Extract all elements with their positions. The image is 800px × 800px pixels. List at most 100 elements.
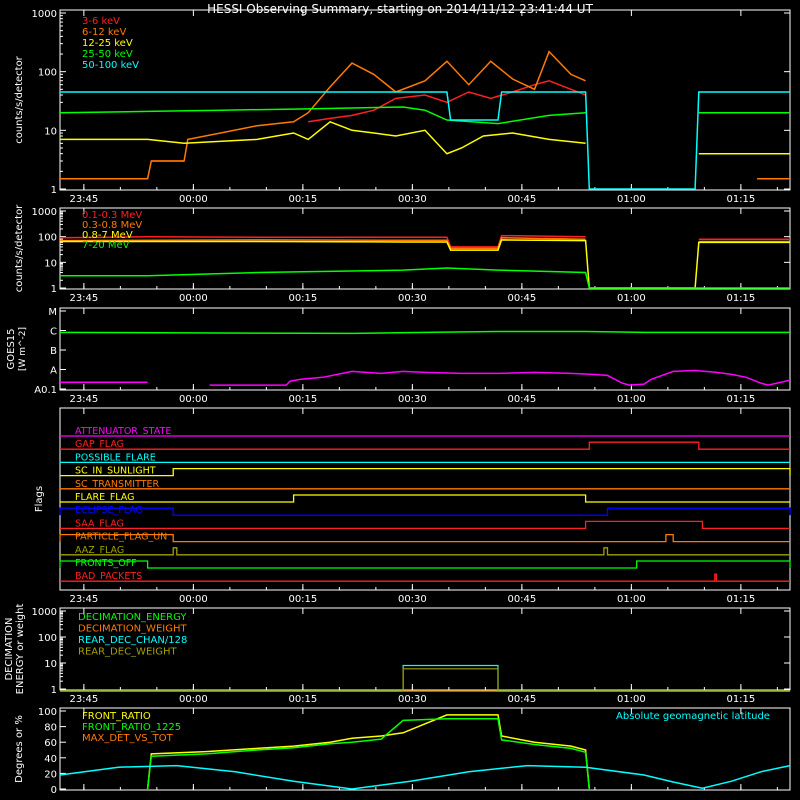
panel-2-series-7-20-mev bbox=[60, 267, 790, 289]
panel-3-frame bbox=[59, 307, 791, 391]
y-tick-label: 1000 bbox=[32, 207, 57, 218]
panel-1-legend-entry: 50-100 keV bbox=[82, 60, 139, 71]
x-tick-label: 01:15 bbox=[726, 194, 755, 205]
x-tick-label: 00:00 bbox=[179, 194, 208, 205]
x-tick-label: 00:30 bbox=[398, 293, 427, 304]
flag-label: PARTICLE_FLAG_UN bbox=[75, 532, 167, 543]
x-tick-label: 00:45 bbox=[507, 394, 536, 405]
flag-line-eclipse-flag bbox=[59, 507, 791, 516]
panel-1-legend-entry: 3-6 keV bbox=[82, 16, 120, 27]
panel-1-y-axis-label: counts/s/detector bbox=[14, 55, 25, 143]
panel-6-series-front-ratio bbox=[146, 714, 591, 790]
panel-5-frame bbox=[59, 607, 791, 691]
x-tick-label: 01:00 bbox=[617, 394, 646, 405]
panel-2-series-0-3-0-8-mev bbox=[59, 237, 790, 250]
y-tick-label: A bbox=[50, 366, 57, 377]
x-tick-label: 23:45 bbox=[69, 293, 98, 304]
panel-5-y-axis-label-line2: ENERGY or weight bbox=[15, 604, 26, 695]
panel-2-frame bbox=[59, 207, 791, 290]
x-tick-label: 00:15 bbox=[288, 394, 317, 405]
panel-1-legend-entry: 12-25 keV bbox=[82, 38, 133, 49]
panel-2-y-axis-label: counts/s/detector bbox=[14, 204, 25, 292]
y-tick-label: 60 bbox=[44, 738, 57, 749]
flag-label: BAD_PACKETS bbox=[75, 571, 142, 582]
panel-2-legend-entry: 7-20 MeV bbox=[82, 240, 130, 251]
panel-5-legend-entry: DECIMATION_ENERGY bbox=[78, 612, 187, 623]
x-tick-label: 23:45 bbox=[69, 694, 98, 705]
panel-2-legend-entry: 0.8-7 MeV bbox=[82, 230, 133, 241]
y-tick-label: 10 bbox=[44, 126, 57, 137]
panel-6-series-front-ratio-1225 bbox=[146, 718, 591, 790]
panel-5-legend-entry: DECIMATION_WEIGHT bbox=[78, 624, 187, 635]
x-tick-label: 23:45 bbox=[69, 394, 98, 405]
panel-3-y-axis-unit: [W m^-2] bbox=[18, 327, 28, 371]
flag-label: ATTENUATOR_STATE bbox=[75, 426, 171, 437]
panel-1-frame bbox=[59, 9, 791, 191]
panel-6-series-absolute-geomagnetic-latitude bbox=[59, 764, 791, 790]
flag-label: GAP_FLAG bbox=[75, 439, 124, 450]
x-tick-label: 01:15 bbox=[726, 594, 755, 605]
panel-1-series-12-25-kev bbox=[60, 120, 790, 155]
panel-6-legend-entry: FRONT_RATIO bbox=[82, 711, 151, 722]
flag-line-saa-flag bbox=[60, 520, 790, 530]
panel-2-legend-entry: 0.3-0.8 MeV bbox=[82, 220, 142, 231]
panel-3-series-long-channel bbox=[59, 330, 790, 335]
panel-3-y-axis-label: GOES15 bbox=[6, 328, 17, 369]
panel-1-series-25-50-kev bbox=[59, 106, 790, 125]
panel-6-legend-entry: Absolute geomagnetic latitude bbox=[616, 711, 770, 722]
y-tick-label: 0 bbox=[51, 785, 57, 796]
y-tick-label: 100 bbox=[38, 68, 57, 79]
y-tick-label: C bbox=[50, 327, 57, 338]
flag-label: SC_TRANSMITTER bbox=[75, 479, 160, 490]
flag-label: FLARE_FLAG bbox=[75, 492, 135, 503]
x-tick-label: 23:45 bbox=[69, 194, 98, 205]
panel-6-y-axis-label: Degrees or % bbox=[14, 715, 25, 783]
x-tick-label: 00:15 bbox=[288, 293, 317, 304]
y-tick-label: 1000 bbox=[32, 9, 57, 20]
y-tick-label: 80 bbox=[44, 723, 57, 734]
x-tick-label: 00:00 bbox=[179, 293, 208, 304]
chart-title: HESSI Observing Summary, starting on 201… bbox=[207, 2, 593, 16]
x-tick-label: 01:00 bbox=[617, 293, 646, 304]
panel-5-y-axis-label-line1: DECIMATION bbox=[4, 617, 15, 680]
panel-5-legend-entry: REAR_DEC_CHAN/128 bbox=[78, 635, 187, 646]
panel-2-legend-entry: 0.1-0.3 MeV bbox=[82, 210, 142, 221]
y-tick-label: 1000 bbox=[32, 607, 57, 618]
x-tick-label: 00:45 bbox=[507, 293, 536, 304]
x-tick-label: 00:15 bbox=[288, 594, 317, 605]
y-tick-label: 10 bbox=[44, 258, 57, 269]
panel-1-legend-entry: 25-50 keV bbox=[82, 49, 133, 60]
flag-label: SAA_FLAG bbox=[75, 518, 124, 529]
y-tick-label: A0.1 bbox=[34, 385, 57, 396]
panel-1-series-6-12-kev bbox=[60, 50, 790, 180]
x-tick-label: 01:00 bbox=[617, 194, 646, 205]
y-tick-label: 1 bbox=[51, 685, 57, 696]
x-tick-label: 01:15 bbox=[726, 694, 755, 705]
flag-label: AAZ_FLAG bbox=[75, 545, 124, 556]
x-tick-label: 00:30 bbox=[398, 394, 427, 405]
x-tick-label: 01:15 bbox=[726, 394, 755, 405]
y-tick-label: M bbox=[48, 307, 57, 318]
y-tick-label: 100 bbox=[38, 633, 57, 644]
flag-label: FRONTS_OFF bbox=[75, 558, 137, 569]
panel-4-y-axis-label: Flags bbox=[34, 486, 45, 512]
x-tick-label: 00:45 bbox=[507, 194, 536, 205]
x-tick-label: 00:30 bbox=[398, 194, 427, 205]
x-tick-label: 00:30 bbox=[398, 594, 427, 605]
flag-line-gap-flag bbox=[60, 441, 790, 450]
x-tick-label: 00:00 bbox=[179, 694, 208, 705]
y-tick-label: 20 bbox=[44, 769, 57, 780]
flag-label: ECLIPSE_FLAG bbox=[75, 505, 143, 516]
x-tick-label: 00:15 bbox=[288, 694, 317, 705]
y-tick-label: 100 bbox=[38, 233, 57, 244]
flag-label: POSSIBLE_FLARE bbox=[75, 452, 156, 463]
x-tick-label: 00:45 bbox=[507, 694, 536, 705]
panel-1-series-50-100-kev bbox=[60, 91, 790, 190]
y-tick-label: B bbox=[50, 346, 57, 357]
flag-line-particle-flag-un bbox=[59, 533, 790, 543]
panel-4-frame bbox=[59, 407, 791, 591]
flag-label: SC_IN_SUNLIGHT bbox=[75, 466, 156, 477]
x-tick-label: 00:15 bbox=[288, 194, 317, 205]
y-tick-label: 1 bbox=[51, 185, 57, 196]
